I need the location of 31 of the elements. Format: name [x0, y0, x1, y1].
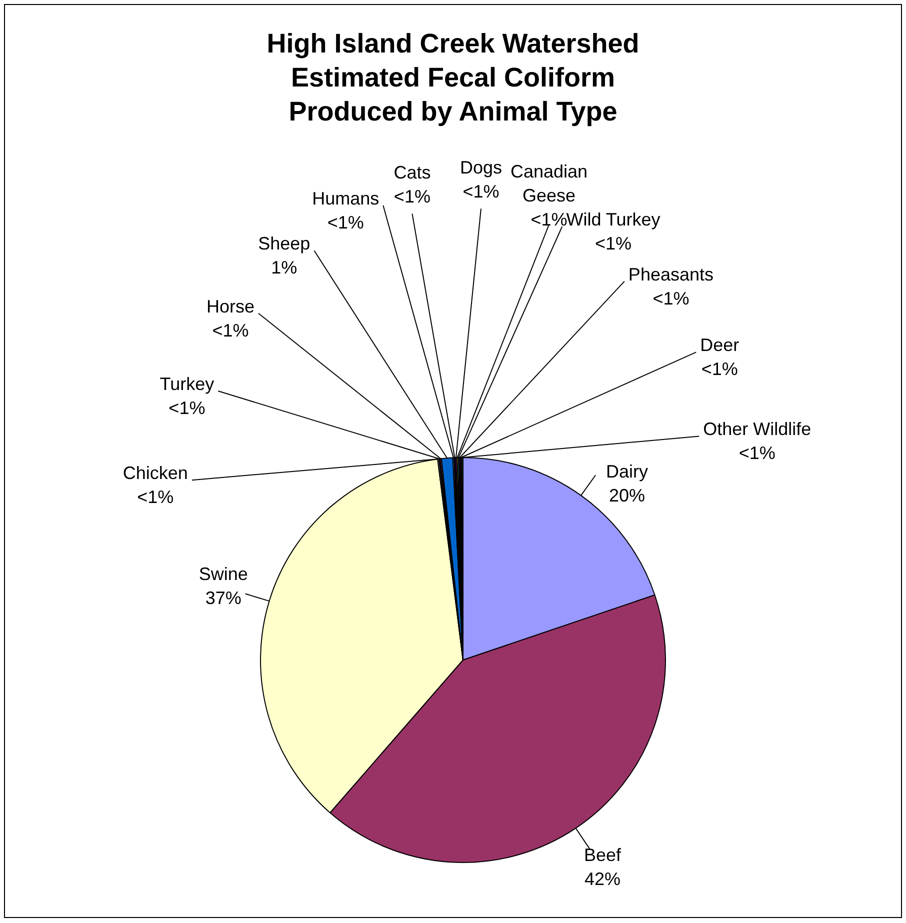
slice-label: Dogs [460, 158, 502, 178]
slice-label: Dairy [606, 461, 648, 482]
slice-label: Other Wildlife [703, 419, 812, 440]
data-label: <1% [168, 398, 206, 418]
slice-label: Wild Turkey [566, 210, 660, 230]
slice-label: Chicken [122, 463, 188, 484]
slice-label: Sheep [258, 234, 310, 254]
data-label: <1% [738, 443, 776, 464]
data-label: <1% [594, 234, 632, 254]
slice-label: Horse [206, 296, 254, 316]
data-label: <1% [212, 320, 249, 340]
data-label: <1% [652, 288, 690, 308]
chart-title: High Island Creek Watershed Estimated Fecal Coliform Produced by Animal Type [266, 28, 640, 126]
data-label: <1% [137, 487, 174, 508]
slice-label: Cats [394, 162, 431, 183]
slice-label: Turkey [160, 374, 214, 394]
data-label: 42% [584, 869, 621, 890]
data-label: <1% [462, 182, 500, 202]
data-label: 1% [271, 258, 298, 278]
slice-label: Deer [700, 335, 740, 356]
data-label: <1% [701, 359, 738, 380]
data-label: <1% [327, 212, 364, 232]
data-label: <1% [530, 210, 568, 230]
slice-label: Canadian Geese [510, 162, 588, 206]
data-label: 20% [608, 485, 645, 506]
slice-label: Beef [584, 845, 622, 866]
slice-label: Swine [198, 564, 248, 584]
data-label: 37% [205, 588, 242, 608]
data-label: <1% [394, 186, 430, 207]
slice-label: Humans [312, 188, 380, 208]
slice-label: Pheasants [628, 264, 714, 284]
